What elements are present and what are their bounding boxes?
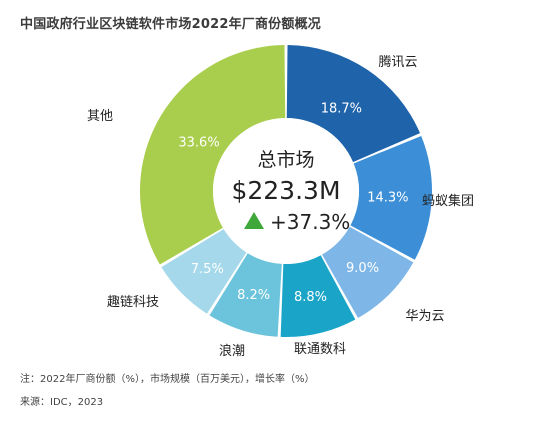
category-label-3: 联通数科 xyxy=(294,342,346,357)
category-label-1: 蚂蚁集团 xyxy=(422,193,474,209)
center-title: 总市场 xyxy=(257,149,314,171)
percent-label-5: 7.5% xyxy=(191,262,224,277)
percent-label-4: 8.2% xyxy=(237,288,270,303)
percent-label-0: 18.7% xyxy=(321,102,362,117)
percent-label-3: 8.8% xyxy=(294,290,327,305)
donut-slice-3 xyxy=(280,255,356,337)
triangle-up-icon xyxy=(244,212,264,229)
donut-slice-5 xyxy=(161,229,247,314)
footnote-units: 注：2022年厂商份额（%），市场规模（百万美元），增长率（%） xyxy=(20,374,315,385)
center-growth: +37.3% xyxy=(270,210,350,234)
donut-slice-6 xyxy=(140,45,286,265)
category-label-5: 趣链科技 xyxy=(107,295,159,310)
category-label-4: 浪潮 xyxy=(219,344,245,359)
donut-slice-0 xyxy=(286,45,421,163)
center-market-size: $223.3M xyxy=(231,176,340,205)
chart-title: 中国政府行业区块链软件市场2022年厂商份额概况 xyxy=(20,17,321,32)
donut-slice-4 xyxy=(209,253,282,337)
percent-label-1: 14.3% xyxy=(367,190,408,205)
donut-slice-1 xyxy=(350,135,433,260)
category-label-2: 华为云 xyxy=(405,309,444,324)
percent-labels: 18.7% 14.3% 9.0% 8.8% 8.2% 7.5% 33.6% xyxy=(178,102,408,305)
footnote-source: 来源：IDC，2023 xyxy=(20,397,104,408)
percent-label-2: 9.0% xyxy=(346,261,379,276)
donut-slice-2 xyxy=(322,226,414,319)
percent-label-6: 33.6% xyxy=(178,136,219,151)
donut-slices xyxy=(140,45,433,337)
category-label-6: 其他 xyxy=(87,109,113,124)
category-label-0: 腾讯云 xyxy=(378,54,417,70)
